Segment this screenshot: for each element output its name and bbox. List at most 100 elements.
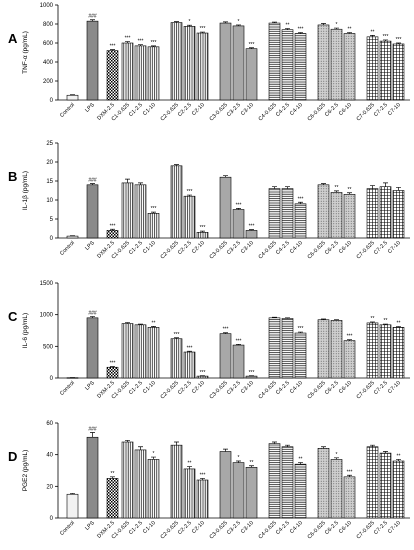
x-tick-label: C4-0.625 [258, 240, 278, 260]
x-tick-label: C1-10 [142, 380, 157, 395]
error-bar-c3-2-5 [236, 208, 241, 210]
bar-c2-2-5 [183, 468, 196, 519]
error-bar-c4-0-625 [272, 21, 277, 24]
x-tick-label: C4-0.625 [258, 520, 278, 540]
x-tick-label: C1-2.5 [128, 380, 144, 396]
significance-mark-lps: ### [88, 311, 97, 317]
error-bar-c4-0-625 [272, 316, 277, 318]
bar-c1-10 [147, 327, 160, 379]
significance-mark-c2-10: *** [200, 472, 206, 478]
x-tick-label: C3-0.625 [209, 380, 229, 400]
error-bar-c1-2-5 [138, 323, 143, 325]
x-tick-label: Control [59, 240, 76, 257]
significance-mark-c2-10: *** [200, 26, 206, 32]
y-axis-label: PGE2 (pg/mL) [22, 450, 29, 492]
significance-mark-c6-10: ** [348, 27, 352, 33]
bar-c3-2-5 [232, 344, 245, 379]
y-tick-label: 25 [46, 141, 53, 147]
x-tick-label: C2-2.5 [177, 240, 193, 256]
x-tick-label: C4-2.5 [275, 520, 291, 536]
x-tick-label: C6-0.625 [307, 240, 327, 260]
error-bar-c6-0-625 [321, 318, 326, 320]
y-tick-label: 0 [50, 516, 54, 522]
x-tick-label: C7-10 [387, 520, 402, 535]
significance-mark-c3-10: *** [249, 370, 255, 376]
x-tick-label: C1-2.5 [128, 102, 144, 118]
bar-c4-0-625 [268, 443, 281, 519]
error-bar-lps [90, 19, 95, 22]
x-tick-label: C7-0.625 [356, 240, 376, 260]
x-tick-label: C2-0.625 [160, 520, 180, 540]
error-bar-c7-0-625 [370, 444, 375, 447]
error-bar-dxm-2-5 [110, 228, 115, 231]
significance-mark-c3-2-5: * [238, 455, 240, 461]
significance-mark-lps: ### [88, 178, 97, 184]
bar-c7-10 [392, 190, 405, 239]
significance-mark-c3-10: *** [249, 42, 255, 48]
error-bar-dxm-2-5 [110, 476, 115, 479]
bar-c2-2-5 [183, 351, 196, 379]
error-bar-c4-0-625 [272, 441, 277, 444]
significance-mark-c6-2-5: * [336, 452, 338, 458]
error-bar-c4-10 [298, 462, 303, 465]
bar-c3-10 [245, 48, 258, 101]
x-tick-label: C3-0.625 [209, 520, 229, 540]
bar-dxm-2-5 [106, 366, 119, 379]
chart-panel-d: D PGE2 (pg/mL)0204060Control###LPS**DXM-2… [8, 421, 410, 540]
significance-mark-c6-2-5: * [336, 22, 338, 28]
significance-mark-c7-10: ** [397, 453, 401, 459]
bar-c7-0-625 [366, 188, 379, 239]
bar-c6-0-625 [317, 319, 330, 379]
significance-mark-c3-10: ** [250, 460, 254, 466]
x-tick-label: C2-10 [191, 380, 206, 395]
error-bar-c1-0-625 [125, 322, 130, 324]
bar-c6-2-5 [330, 459, 343, 519]
panel-label: D [8, 449, 17, 464]
x-tick-label: C7-0.625 [356, 380, 376, 400]
bar-c4-10 [294, 332, 307, 379]
x-tick-label: C4-10 [289, 520, 304, 535]
significance-mark-c2-2-5: *** [187, 345, 193, 351]
x-tick-label: C2-2.5 [177, 102, 193, 118]
significance-mark-c3-2-5: *** [236, 338, 242, 344]
x-tick-label: C6-0.625 [307, 102, 327, 122]
error-bar-c2-2-5 [187, 350, 192, 353]
error-bar-c1-10 [151, 456, 156, 460]
bar-lps [86, 317, 99, 379]
x-tick-label: C7-0.625 [356, 520, 376, 540]
bar-c7-10 [392, 460, 405, 519]
bar-c6-0-625 [317, 448, 330, 519]
panel-label: B [8, 169, 17, 184]
x-tick-label: C3-10 [240, 102, 255, 117]
error-bar-c4-2-5 [285, 28, 290, 30]
x-tick-label: C7-10 [387, 102, 402, 117]
significance-mark-c2-2-5: *** [187, 189, 193, 195]
y-tick-label: 500 [43, 344, 54, 350]
error-bar-c7-10 [396, 187, 401, 191]
bar-c3-10 [245, 375, 258, 379]
significance-mark-c1-10: *** [151, 206, 157, 212]
error-bar-c2-10 [200, 230, 205, 233]
significance-mark-c3-2-5: * [238, 19, 240, 25]
error-bar-c6-2-5 [334, 319, 339, 321]
significance-mark-c6-10: *** [347, 469, 353, 475]
significance-mark-c1-10: *** [151, 40, 157, 46]
bar-c3-0-625 [219, 333, 232, 379]
y-tick-label: 400 [43, 60, 54, 66]
y-tick-label: 40 [46, 453, 53, 459]
x-tick-label: C4-2.5 [275, 380, 291, 396]
error-bar-c7-2-5 [383, 451, 388, 454]
significance-mark-lps: ### [88, 427, 97, 433]
bar-c6-10 [343, 476, 356, 519]
error-bar-lps [90, 432, 95, 438]
y-axis-label: IL-6 (pg/mL) [22, 313, 29, 348]
error-bar-c2-0-625 [174, 164, 179, 166]
x-tick-label: C3-2.5 [226, 102, 242, 118]
x-tick-label: C1-2.5 [128, 520, 144, 536]
bar-c7-2-5 [379, 186, 392, 239]
x-tick-label: C2-2.5 [177, 520, 193, 536]
error-bar-c3-10 [249, 229, 254, 231]
x-tick-label: Control [59, 520, 76, 537]
x-tick-label: C4-10 [289, 380, 304, 395]
error-bar-c7-2-5 [383, 182, 388, 187]
